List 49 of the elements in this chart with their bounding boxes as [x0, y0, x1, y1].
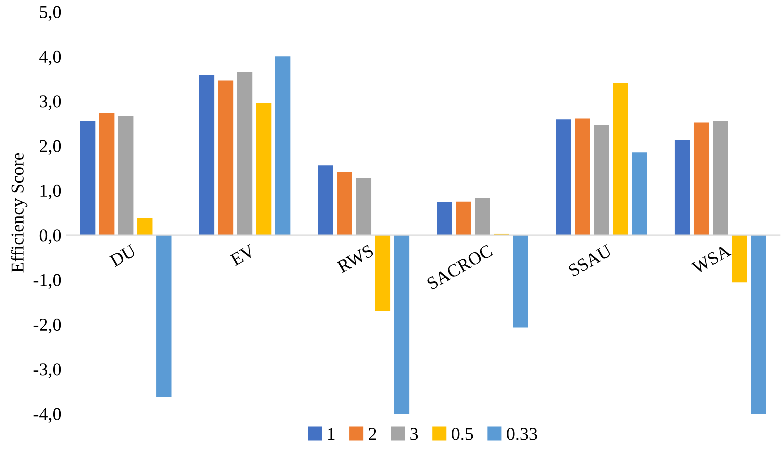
bar	[394, 235, 410, 414]
bar	[138, 218, 153, 236]
y-tick-label: -3,0	[34, 364, 62, 378]
y-tick-label: 5,0	[40, 6, 62, 22]
bar	[513, 235, 528, 328]
legend-label: 0.5	[452, 428, 474, 440]
legend-label: 1	[328, 428, 335, 440]
y-tick-label: -2,0	[34, 318, 62, 334]
bar	[613, 83, 628, 236]
legend-label: 0.33	[507, 428, 538, 440]
x-tick-label: DU	[109, 244, 138, 268]
bar	[456, 202, 472, 236]
y-tick-label: 0,0	[40, 230, 62, 244]
y-tick-label: -4,0	[34, 408, 62, 424]
y-axis-title: Efficiency Score	[11, 153, 28, 273]
bar	[99, 113, 115, 236]
bar	[632, 152, 648, 236]
x-tick-label: EV	[230, 244, 256, 267]
x-tick-label: WSA	[691, 244, 732, 275]
bar	[475, 198, 490, 236]
bar	[713, 121, 728, 236]
bar	[375, 235, 391, 312]
bar	[751, 235, 766, 414]
y-tick-label: 4,0	[40, 50, 62, 66]
bar	[218, 80, 234, 236]
bar	[556, 120, 572, 236]
bar	[674, 140, 690, 236]
bar	[318, 166, 334, 236]
bar	[356, 178, 372, 236]
y-tick-label: 2,0	[40, 140, 62, 156]
bar	[594, 124, 610, 236]
bar	[237, 72, 253, 236]
bar	[275, 56, 291, 236]
bar	[156, 235, 172, 398]
bar	[694, 122, 710, 236]
y-tick-label: -1,0	[34, 274, 62, 290]
bar	[575, 118, 590, 236]
legend-label: 2	[369, 428, 376, 440]
y-tick-label: 3,0	[40, 96, 62, 110]
x-tick-label: RWS	[336, 244, 374, 274]
bar	[256, 103, 272, 236]
bar	[199, 74, 215, 236]
legend-label: 3	[410, 428, 418, 440]
bar	[118, 116, 134, 236]
bar	[80, 120, 96, 236]
bar	[337, 172, 352, 236]
bar	[437, 202, 452, 236]
bar	[732, 235, 748, 283]
y-tick-label: 1,0	[40, 184, 62, 200]
